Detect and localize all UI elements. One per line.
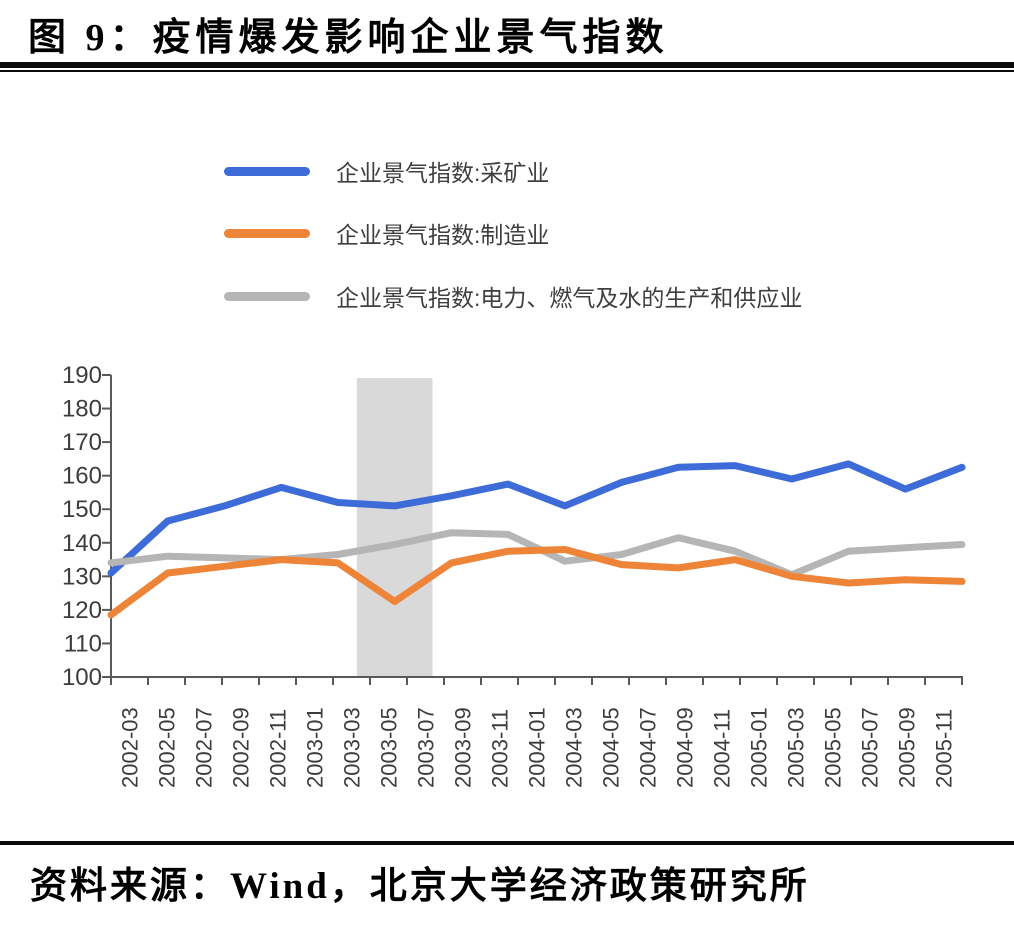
- line-chart: 100 110 120 130 140 150 160 170 180 190 2002-03 200…: [0, 340, 1014, 810]
- legend-swatch-manufacturing: [224, 228, 310, 238]
- legend-item-utilities: 企业景气指数:电力、燃气及水的生产和供应业: [224, 284, 802, 311]
- footer-separator-rule: [0, 841, 1014, 845]
- x-tick-label: 2005-05: [821, 707, 846, 788]
- x-tick-label: 2004-03: [562, 707, 587, 788]
- legend-label-mining: 企业景气指数:采矿业: [336, 160, 550, 186]
- y-tick-label: 160: [62, 463, 102, 490]
- x-tick-label: 2002-05: [155, 707, 180, 788]
- x-tick-label: 2002-03: [118, 707, 143, 788]
- x-tick-label: 2004-09: [673, 707, 698, 788]
- y-tick-label: 140: [62, 530, 102, 557]
- x-tick-label: 2005-11: [932, 709, 957, 788]
- x-tick-label: 2003-01: [303, 707, 328, 788]
- y-tick-label: 110: [64, 630, 102, 657]
- x-tick-label: 2002-09: [229, 707, 254, 788]
- x-tick-label: 2004-01: [525, 707, 550, 788]
- x-tick-label: 2003-11: [488, 709, 513, 788]
- x-tick-label: 2003-03: [340, 707, 365, 788]
- y-tick-label: 190: [62, 362, 102, 389]
- y-tick-label: 180: [62, 396, 102, 423]
- legend-label-utilities: 企业景气指数:电力、燃气及水的生产和供应业: [336, 285, 803, 311]
- legend-label-manufacturing: 企业景气指数:制造业: [336, 222, 550, 248]
- x-tick-label: 2003-05: [377, 707, 402, 788]
- x-tick-label: 2004-07: [636, 707, 661, 788]
- y-tick-label: 130: [62, 563, 102, 590]
- legend-swatch-mining: [224, 166, 310, 176]
- y-tick-label: 120: [62, 597, 102, 624]
- x-tick-label: 2005-07: [858, 707, 883, 788]
- series-line-mining: [107, 460, 966, 577]
- x-tick-label: 2005-01: [747, 707, 772, 788]
- x-tick-label: 2004-05: [599, 707, 624, 788]
- y-tick-label: 170: [62, 429, 102, 456]
- legend-item-manufacturing: 企业景气指数:制造业: [224, 221, 549, 248]
- legend-swatch-utilities: [224, 291, 310, 301]
- series-line-manufacturing: [107, 546, 966, 619]
- y-tick-label: 150: [62, 496, 102, 523]
- x-tick-label: 2005-09: [895, 707, 920, 788]
- figure-title: 图 9：疫情爆发影响企业景气指数: [28, 17, 669, 59]
- x-tick-label: 2004-11: [710, 709, 735, 788]
- x-tick-label: 2005-03: [784, 707, 809, 788]
- x-tick-label: 2002-11: [266, 709, 291, 788]
- legend-item-mining: 企业景气指数:采矿业: [224, 159, 549, 186]
- line-chart-svg: 100 110 120 130 140 150 160 170 180 190 2002-03 200…: [62, 362, 966, 788]
- x-tick-label: 2002-07: [192, 707, 217, 788]
- title-separator-rule: [0, 62, 1014, 72]
- x-tick-label: 2003-07: [414, 707, 439, 788]
- source-text: 资料来源：Wind，北京大学经济政策研究所: [30, 866, 810, 907]
- x-tick-label: 2003-09: [451, 707, 476, 788]
- y-tick-label: 100: [62, 664, 102, 691]
- highlight-band: [356, 378, 433, 677]
